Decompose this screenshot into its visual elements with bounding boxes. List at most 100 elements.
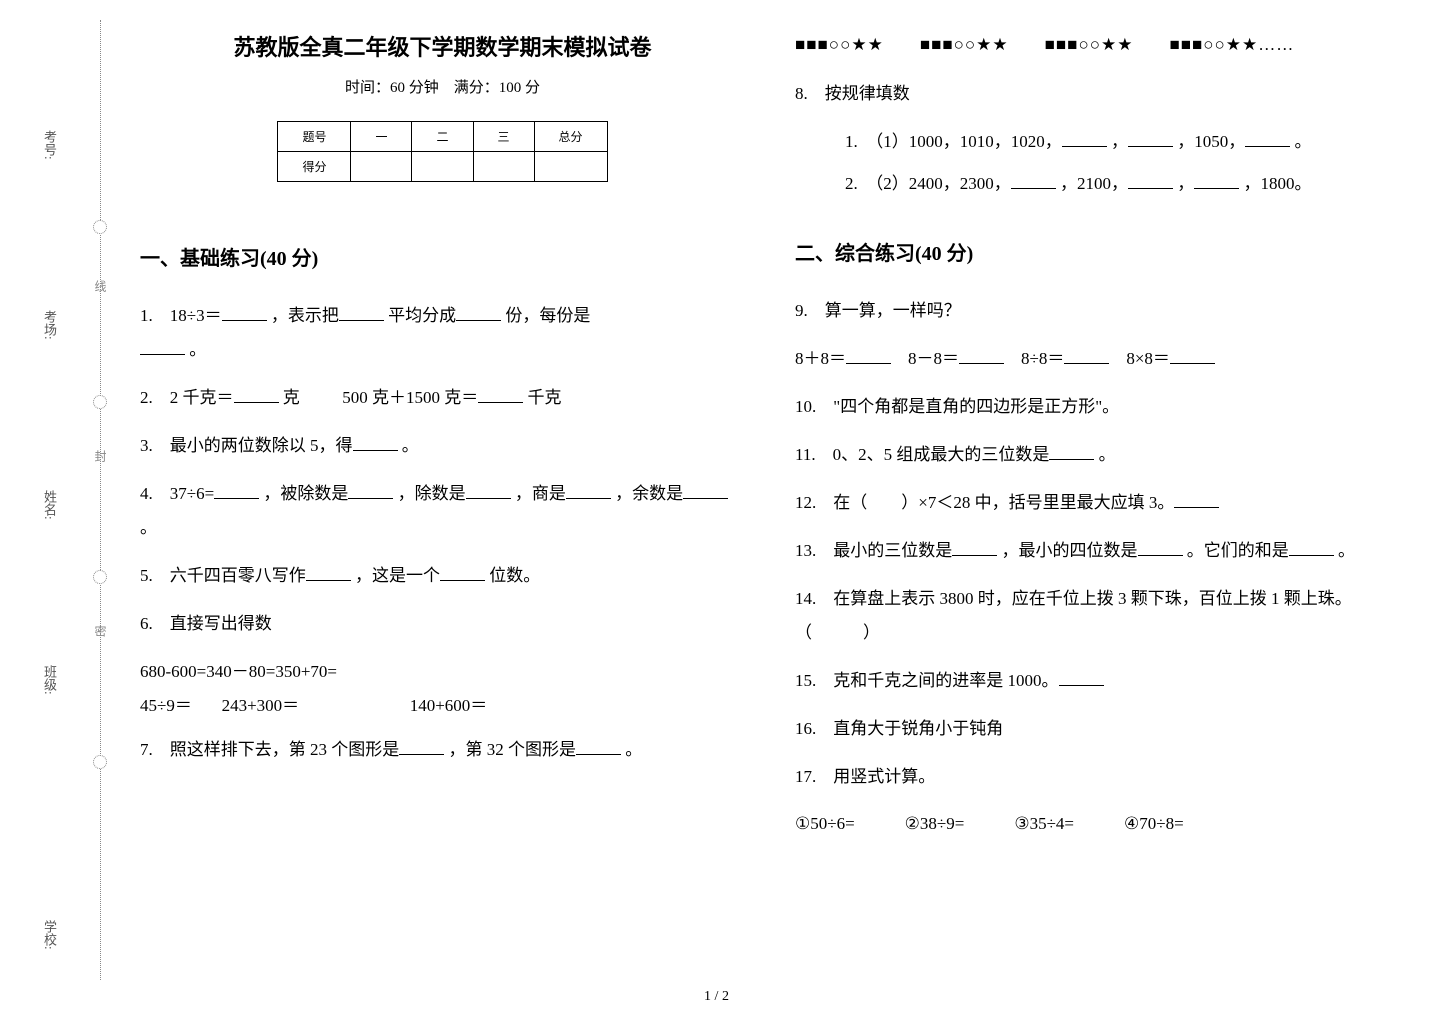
seal-circle (93, 395, 107, 409)
blank (1049, 443, 1094, 460)
question-12: 12. 在（ ）×7＜28 中，括号里里最大应填 3。 (795, 486, 1400, 520)
q6-line1: 680-600=340－80=350+70= (140, 655, 745, 689)
q9-eq: 8×8＝ (1126, 349, 1170, 368)
question-9: 9. 算一算，一样吗？ (795, 294, 1400, 328)
blank (566, 482, 611, 499)
q12-text: 12. 在（ ）×7＜28 中，括号里里最大应填 3。 (795, 493, 1174, 512)
q4-text: ，商是 (515, 484, 566, 503)
q7-text: 。 (625, 740, 642, 759)
question-10: 10. "四个角都是直角的四边形是正方形"。 (795, 390, 1400, 424)
left-column: 苏教版全真二年级下学期数学期末模拟试卷 时间：60 分钟 满分：100 分 题号… (140, 30, 745, 990)
q1-text: 。 (189, 340, 206, 359)
q8-1-text: 。 (1295, 132, 1312, 151)
q6-eq: 243+300＝ (222, 696, 300, 715)
blank (1128, 130, 1173, 147)
th-1: 一 (351, 122, 412, 152)
question-7: 7. 照这样排下去，第 23 个图形是 ，第 32 个图形是 。 (140, 733, 745, 767)
q5-text: 位数。 (489, 566, 540, 585)
question-3: 3. 最小的两位数除以 5，得 。 (140, 429, 745, 463)
seal-circle (93, 220, 107, 234)
blank (140, 338, 185, 355)
q6-eq: 140+600＝ (410, 696, 488, 715)
q13-text: 13. 最小的三位数是 (795, 541, 952, 560)
question-17: 17. 用竖式计算。 (795, 760, 1400, 794)
q11-text: 。 (1099, 445, 1116, 464)
section-2-header: 二、综合练习(40 分) (795, 237, 1400, 266)
seal-circle (93, 755, 107, 769)
label-room: 考场: (40, 310, 59, 340)
blank (234, 386, 279, 403)
blank (1174, 491, 1219, 508)
question-4: 4. 37÷6= ，被除数是 ，除数是 ，商是 ，余数是 。 (140, 477, 745, 545)
label-school: 学校: (40, 920, 59, 950)
blank (846, 347, 891, 364)
q8-2-text: ，1800。 (1244, 174, 1312, 193)
td-blank (534, 152, 607, 182)
th-label: 题号 (278, 122, 351, 152)
page-number: 1 / 2 (704, 989, 729, 1005)
q7-text: 7. 照这样排下去，第 23 个图形是 (140, 740, 399, 759)
blank (214, 482, 259, 499)
q8-1-text: ，1050， (1177, 132, 1245, 151)
blank (440, 564, 485, 581)
q5-text: 5. 六千四百零八写作 (140, 566, 306, 585)
seal-line (100, 20, 101, 980)
hint-feng: 封 (92, 450, 109, 462)
q3-text: 。 (402, 436, 419, 455)
th-total: 总分 (534, 122, 607, 152)
table-row: 得分 (278, 152, 607, 182)
label-exam-id: 考号: (40, 130, 59, 160)
question-8-1: 1. （1）1000，1010，1020， ， ，1050， 。 (845, 125, 1400, 159)
th-3: 三 (473, 122, 534, 152)
hint-xian: 线 (92, 280, 109, 292)
blank (952, 539, 997, 556)
q1-text: 1. 18÷3＝ (140, 306, 222, 325)
blank (1245, 130, 1290, 147)
q17-item: ③35÷4= (1014, 814, 1074, 834)
td-blank (473, 152, 534, 182)
blank (1064, 347, 1109, 364)
q6-text: 6. 直接写出得数 (140, 614, 272, 633)
label-name: 姓名: (40, 490, 59, 520)
q5-text: ，这是一个 (355, 566, 440, 585)
blank (1289, 539, 1334, 556)
pattern-sequence: ■■■○○★★ ■■■○○★★ ■■■○○★★ ■■■○○★★…… (795, 30, 1400, 55)
question-9-eqs: 8＋8＝ 8－8＝ 8÷8＝ 8×8＝ (795, 342, 1400, 376)
question-16: 16. 直角大于锐角小于钝角 (795, 712, 1400, 746)
blank (1128, 172, 1173, 189)
question-11: 11. 0、2、5 组成最大的三位数是 。 (795, 438, 1400, 472)
table-row: 题号 一 二 三 总分 (278, 122, 607, 152)
question-6: 6. 直接写出得数 (140, 607, 745, 641)
blank (576, 738, 621, 755)
q11-text: 11. 0、2、5 组成最大的三位数是 (795, 445, 1049, 464)
question-15: 15. 克和千克之间的进率是 1000。 (795, 664, 1400, 698)
exam-subtitle: 时间：60 分钟 满分：100 分 (140, 76, 745, 97)
q8-2-text: ， (1177, 174, 1194, 193)
blank (959, 347, 1004, 364)
q4-text: 。 (140, 518, 157, 537)
q8-1-text: 1. （1）1000，1010，1020， (845, 132, 1062, 151)
blank (1062, 130, 1107, 147)
blank (306, 564, 351, 581)
exam-title: 苏教版全真二年级下学期数学期末模拟试卷 (140, 30, 745, 62)
right-column: ■■■○○★★ ■■■○○★★ ■■■○○★★ ■■■○○★★…… 8. 按规律… (795, 30, 1400, 990)
q6-eq: 45÷9＝ (140, 696, 192, 715)
label-class: 班级: (40, 665, 59, 695)
question-2: 2. 2 千克＝ 克 500 克＋1500 克＝ 千克 (140, 381, 745, 415)
blank (399, 738, 444, 755)
q13-text: ，最小的四位数是 (1002, 541, 1138, 560)
q2-text: 克 (283, 388, 300, 407)
blank (222, 304, 267, 321)
question-8: 8. 按规律填数 (795, 77, 1400, 111)
q8-2-text: ，2100， (1060, 174, 1128, 193)
blank (1138, 539, 1183, 556)
blank (683, 482, 728, 499)
q17-item: ②38÷9= (905, 814, 965, 834)
q1-text: ，表示把 (271, 306, 339, 325)
blank (348, 482, 393, 499)
section-1-header: 一、基础练习(40 分) (140, 242, 745, 271)
question-5: 5. 六千四百零八写作 ，这是一个 位数。 (140, 559, 745, 593)
blank (1059, 669, 1104, 686)
seal-circle (93, 570, 107, 584)
th-2: 二 (412, 122, 473, 152)
